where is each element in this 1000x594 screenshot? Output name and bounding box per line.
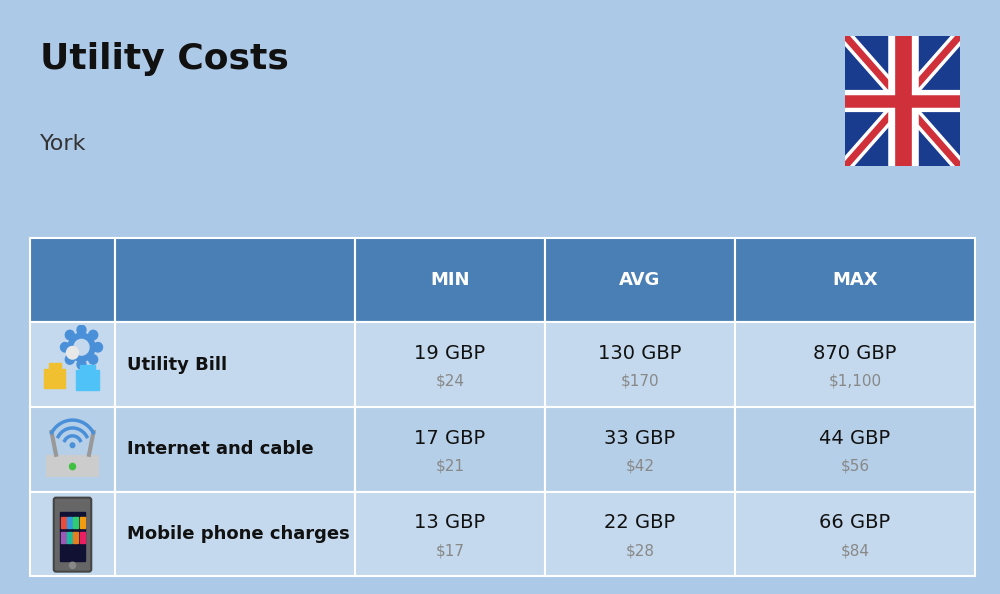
Text: 19 GBP: 19 GBP [414,344,486,363]
Text: Utility Bill: Utility Bill [127,356,227,374]
Bar [115,407,355,492]
Bar [80,517,85,527]
Bar [735,492,975,576]
Text: Mobile phone charges: Mobile phone charges [127,525,350,543]
Circle shape [70,562,76,568]
Bar [73,517,78,527]
Bar [73,532,78,544]
Bar [115,238,355,322]
Bar [55,363,60,371]
Bar [115,322,355,407]
Bar [545,322,735,407]
Circle shape [77,360,86,369]
Bar [30,492,115,576]
Bar [355,238,545,322]
Text: 22 GBP: 22 GBP [604,513,676,532]
Bar [80,532,85,544]
Bar [61,517,66,527]
Bar [115,492,355,576]
FancyBboxPatch shape [54,498,91,571]
Circle shape [68,333,95,361]
Circle shape [65,330,74,340]
Text: $28: $28 [626,544,654,558]
Bar [355,322,545,407]
Circle shape [89,355,98,364]
Text: AVG: AVG [619,271,661,289]
Bar [735,238,975,322]
Text: York: York [40,134,87,154]
Text: $17: $17 [436,544,464,558]
Bar [545,407,735,492]
Text: $170: $170 [621,374,659,389]
Text: 66 GBP: 66 GBP [819,513,891,532]
Bar [60,512,85,561]
Text: 13 GBP: 13 GBP [414,513,486,532]
Bar [30,238,115,322]
Text: $21: $21 [436,459,464,473]
Bar [355,407,545,492]
Text: $84: $84 [840,544,870,558]
Bar [67,532,72,544]
Bar [735,407,975,492]
Text: Internet and cable: Internet and cable [127,440,314,458]
Circle shape [60,343,70,352]
Text: MAX: MAX [832,271,878,289]
Text: $56: $56 [840,459,870,473]
Bar [80,365,95,372]
Bar [48,363,54,371]
Bar [735,322,975,407]
Bar [30,322,115,407]
Circle shape [70,463,76,470]
Text: $1,100: $1,100 [828,374,882,389]
Bar [545,238,735,322]
Circle shape [65,355,74,364]
Text: Utility Costs: Utility Costs [40,42,289,75]
Circle shape [70,443,75,448]
Bar [44,368,65,388]
Circle shape [74,339,89,355]
Circle shape [94,343,103,352]
Bar [76,370,99,390]
Circle shape [77,325,86,334]
Text: MIN: MIN [430,271,470,289]
Circle shape [66,346,78,359]
Text: 44 GBP: 44 GBP [819,429,891,448]
Text: 870 GBP: 870 GBP [813,344,897,363]
Bar [61,532,66,544]
Text: 17 GBP: 17 GBP [414,429,486,448]
Bar [355,492,545,576]
Text: $42: $42 [626,459,654,473]
Bar [46,455,99,477]
Bar [67,517,72,527]
Text: $24: $24 [436,374,464,389]
Text: 130 GBP: 130 GBP [598,344,682,363]
Text: 33 GBP: 33 GBP [604,429,676,448]
Circle shape [89,330,98,340]
Bar [545,492,735,576]
Bar [30,407,115,492]
